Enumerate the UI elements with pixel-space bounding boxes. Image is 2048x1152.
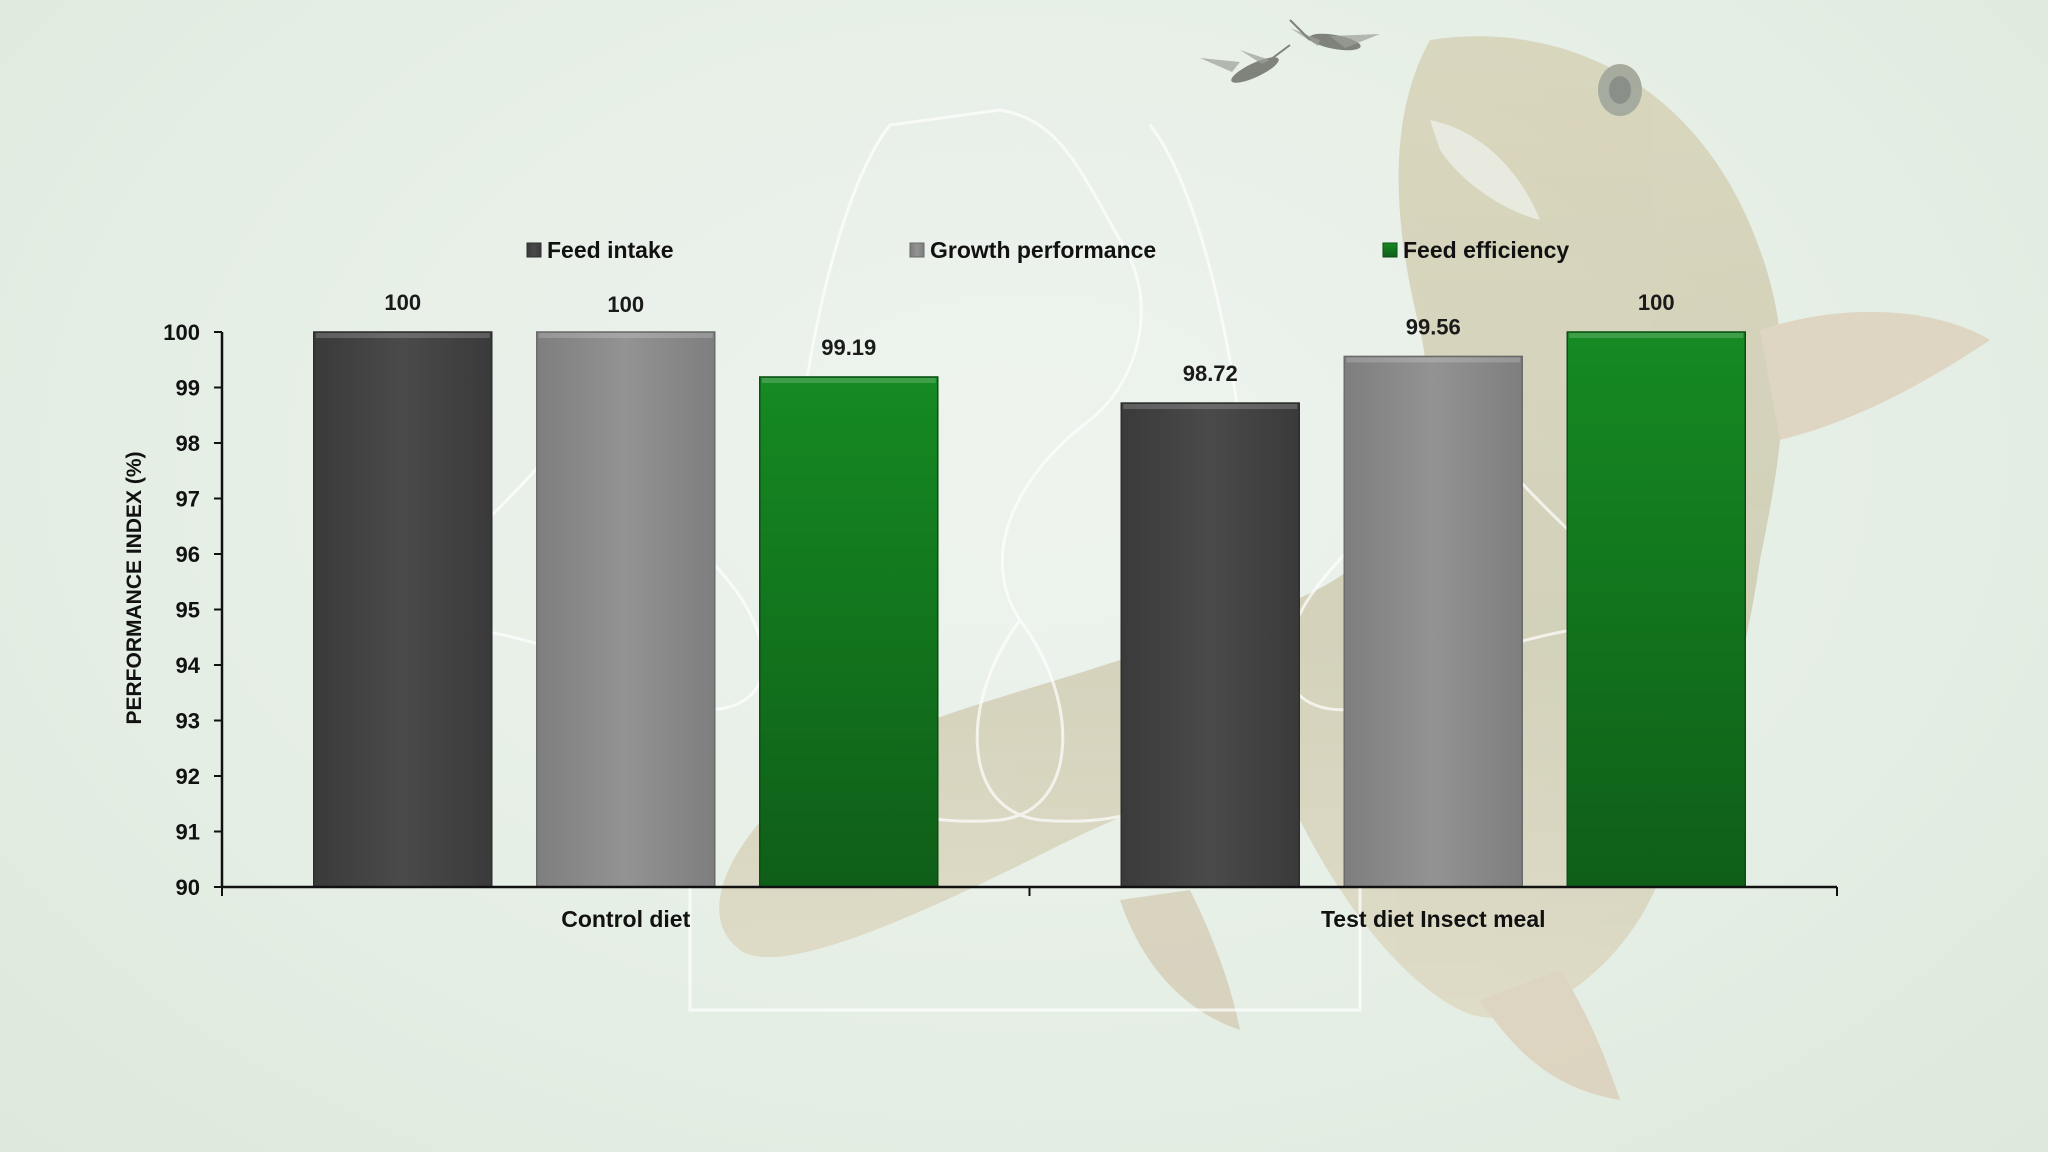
insect-flies-image [1200,19,1380,83]
x-axis: Control diet Test diet Insect meal [221,885,1838,932]
y-tick-label: 99 [176,376,200,401]
bar-highlight [315,333,490,338]
x-category-label: Test diet Insect meal [1321,906,1546,932]
bar-highlight [1123,404,1298,410]
bar-highlight [1346,357,1521,363]
legend-label: Growth performance [930,237,1156,263]
y-axis: 90 91 92 93 94 95 96 97 98 99 100 [163,320,224,900]
data-label: 99.56 [1406,314,1461,339]
bar-feed-efficiency-2 [1566,331,1746,888]
x-category-label: Control diet [561,906,690,932]
bar-highlight [538,333,713,338]
bar-feed-efficiency-1 [759,376,939,888]
bar-growth-performance-2 [1343,355,1523,888]
y-tick-label: 97 [176,487,200,512]
legend-swatch [1382,242,1398,258]
legend-swatch [526,242,542,258]
legend-label: Feed intake [547,237,674,263]
y-tick-label: 90 [176,875,200,900]
data-label: 98.72 [1183,361,1238,386]
data-label: 100 [1638,290,1675,315]
y-tick-label: 96 [176,542,200,567]
data-label: 100 [607,292,644,317]
bar-highlight [761,377,936,383]
y-tick-label: 91 [176,820,200,845]
data-labels: 100 98.72 100 99.56 99.19 100 [384,290,1674,386]
y-axis-title: PERFORMANCE INDEX (%) [123,451,146,724]
y-tick-label: 100 [163,320,200,345]
y-tick-label: 92 [176,764,200,789]
bar-feed-intake-2 [1120,402,1300,888]
y-tick-label: 94 [176,653,201,678]
bars [313,331,1746,888]
legend: Feed intake Growth performance Feed effici… [526,237,1569,263]
legend-label: Feed efficiency [1403,237,1569,263]
data-label: 100 [384,290,421,315]
bar-feed-intake-1 [313,331,493,888]
y-tick-label: 95 [176,598,200,623]
legend-swatch [909,242,925,258]
bar-growth-performance-1 [536,331,716,888]
y-tick-label: 93 [176,709,200,734]
bar-highlight [1569,333,1744,338]
y-tick-label: 98 [176,431,200,456]
data-label: 99.19 [821,335,876,360]
